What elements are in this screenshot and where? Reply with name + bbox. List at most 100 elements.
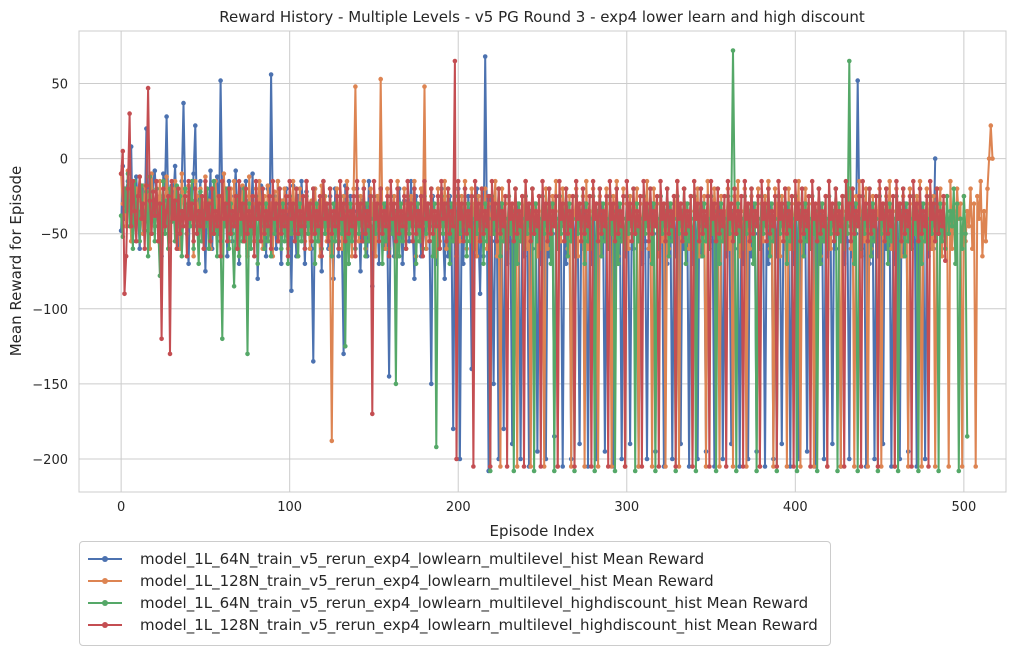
data-point <box>737 464 742 469</box>
data-point <box>695 201 700 206</box>
data-point <box>262 246 267 251</box>
data-point <box>552 223 557 229</box>
data-point <box>201 246 206 251</box>
data-point <box>858 464 864 469</box>
data-point <box>988 123 994 128</box>
data-point <box>154 178 159 184</box>
data-point <box>464 231 470 236</box>
data-point <box>884 186 889 191</box>
data-point <box>919 261 924 267</box>
data-point <box>176 186 181 191</box>
data-point <box>673 464 678 469</box>
data-point <box>769 208 774 214</box>
data-point <box>435 186 441 191</box>
data-point <box>803 186 808 191</box>
data-point <box>380 261 385 267</box>
data-point <box>730 238 736 244</box>
data-point <box>429 381 434 387</box>
data-point <box>909 464 914 469</box>
data-point <box>611 193 616 199</box>
data-point <box>361 186 367 191</box>
data-point <box>560 464 565 469</box>
data-point <box>902 253 908 259</box>
data-point <box>516 201 522 206</box>
data-point <box>488 464 493 469</box>
data-point <box>152 238 158 244</box>
data-point <box>518 456 523 462</box>
data-point <box>383 223 389 229</box>
data-point <box>836 201 842 206</box>
data-point <box>959 246 965 251</box>
data-point <box>702 201 707 206</box>
data-point <box>297 186 303 191</box>
data-point <box>830 441 835 447</box>
data-point <box>418 186 424 191</box>
data-point <box>322 231 328 236</box>
data-point <box>580 186 586 191</box>
data-point <box>378 186 384 191</box>
data-point <box>407 238 412 244</box>
data-point <box>717 261 722 267</box>
data-point <box>450 223 456 229</box>
data-point <box>248 223 254 229</box>
data-point <box>407 231 412 236</box>
data-point <box>514 464 520 469</box>
data-point <box>514 261 520 267</box>
data-point <box>927 178 933 184</box>
data-point <box>423 246 429 251</box>
data-point <box>368 193 373 199</box>
data-point <box>912 216 918 221</box>
data-point <box>946 231 951 236</box>
data-point <box>762 193 768 199</box>
data-point <box>236 178 242 184</box>
data-point <box>349 223 355 229</box>
data-point <box>535 449 540 454</box>
data-point <box>648 186 653 191</box>
data-point <box>265 223 271 229</box>
data-point <box>423 231 429 236</box>
data-point <box>904 201 909 206</box>
data-point <box>821 456 827 462</box>
data-point <box>268 246 274 251</box>
data-point <box>614 178 619 184</box>
data-point <box>250 171 255 176</box>
data-point <box>725 178 731 184</box>
data-point <box>255 216 260 221</box>
data-point <box>191 238 196 244</box>
data-point <box>349 238 355 244</box>
data-point <box>730 48 736 53</box>
legend-item: model_1L_64N_train_v5_rerun_exp4_lowlear… <box>88 548 822 570</box>
data-point <box>344 178 350 184</box>
data-point <box>958 216 963 221</box>
data-point <box>964 434 970 439</box>
data-point <box>732 186 737 191</box>
data-point <box>501 426 507 432</box>
data-point <box>486 193 491 199</box>
data-point <box>504 464 510 469</box>
data-point <box>348 201 353 206</box>
legend-label: model_1L_128N_train_v5_rerun_exp4_lowlea… <box>140 616 818 634</box>
data-point <box>329 438 335 444</box>
data-point <box>782 186 788 191</box>
data-point <box>351 186 357 191</box>
data-point <box>880 201 886 206</box>
data-point <box>605 464 611 469</box>
data-point <box>560 201 565 206</box>
data-point <box>358 269 363 274</box>
data-point <box>966 223 972 229</box>
data-point <box>246 201 252 206</box>
data-point <box>356 231 362 236</box>
data-point <box>794 216 800 221</box>
data-point <box>336 253 341 259</box>
data-point <box>860 178 865 184</box>
data-point <box>852 231 857 236</box>
data-point <box>784 464 790 469</box>
data-point <box>444 238 449 244</box>
data-point <box>339 216 345 221</box>
data-point <box>162 223 168 229</box>
data-point <box>137 238 142 244</box>
data-point <box>523 178 528 184</box>
data-point <box>290 201 296 206</box>
data-point <box>324 201 330 206</box>
data-point <box>717 231 722 236</box>
